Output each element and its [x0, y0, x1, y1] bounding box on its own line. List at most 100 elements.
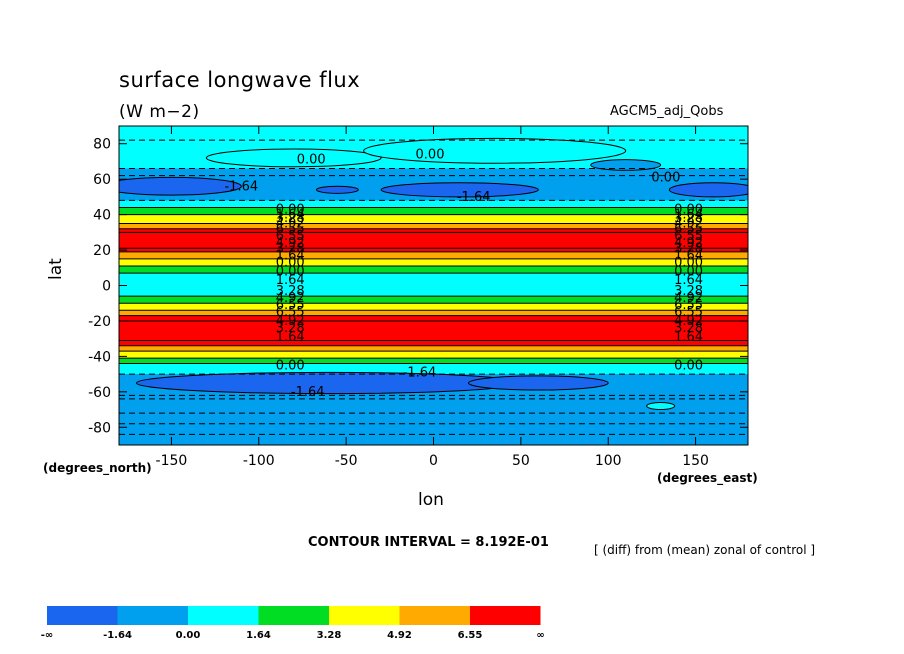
x-tick-label-1: -100: [243, 453, 275, 469]
contour-label-right-7: 3.28: [674, 241, 703, 256]
y-tick-label-8: -80: [88, 420, 111, 436]
band-3: [119, 207, 748, 216]
contour-label-right-5: 6.55: [674, 229, 703, 244]
band-15: [119, 310, 748, 317]
contour-label-left-19: 0.00: [276, 358, 305, 373]
contour-blob-3: [119, 176, 242, 196]
contour-blob-7: [135, 371, 522, 395]
contour-label-right-9: 0.00: [674, 255, 703, 270]
y-tick-label-0: 80: [93, 137, 111, 153]
legend-swatch-0: [47, 606, 118, 625]
contour-label-left-4: 6.55: [276, 222, 305, 237]
legend-label-7: ∞: [536, 630, 544, 641]
contour-label-right-11: 1.64: [674, 273, 703, 288]
contour-label-extra-3: -1.64: [224, 179, 258, 194]
band-6: [119, 228, 748, 233]
band-11: [119, 266, 748, 274]
contour-blob-9: [646, 401, 676, 411]
band-24: [119, 395, 748, 445]
contour-label-right-12: 3.28: [674, 284, 703, 299]
contour-label-right-15: 6.55: [674, 305, 703, 320]
contour-label-right-1: 1.64: [674, 208, 703, 223]
chart-title: surface longwave flux: [119, 68, 361, 92]
contour-blob-5: [380, 182, 539, 198]
contour-label-right-10: 0.00: [674, 264, 703, 279]
x-axis-units-label: (degrees_east): [657, 471, 758, 485]
legend-label-6: 6.55: [458, 630, 483, 641]
contour-label-right-18: 1.64: [674, 330, 703, 345]
band-21: [119, 358, 748, 364]
contour-label-left-3: 4.92: [276, 216, 305, 231]
x-tick-label-4: 50: [512, 453, 530, 469]
legend-swatch-5: [399, 606, 470, 625]
band-17: [119, 320, 748, 341]
legend-label-1: -1.64: [103, 630, 132, 641]
x-tick-label-0: -150: [156, 453, 188, 469]
contour-label-left-5: 6.55: [276, 229, 305, 244]
contour-label-left-8: 1.64: [276, 248, 305, 263]
contour-label-right-13: 4.92: [674, 291, 703, 306]
contour-label-left-18: 1.64: [276, 330, 305, 345]
x-tick-label-5: 100: [595, 453, 622, 469]
contour-label-left-6: 4.92: [276, 236, 305, 251]
model-label: AGCM5_adj_Qobs: [610, 104, 724, 119]
contour-label-extra-2: 0.00: [651, 170, 680, 185]
x-tick-label-2: -50: [335, 453, 358, 469]
legend-swatch-3: [258, 606, 329, 625]
color-legend: -∞ -1.64 0.00 1.64 3.28 4.92 6.55 ∞: [41, 606, 545, 641]
legend-label-3: 1.64: [246, 630, 271, 641]
legend-swatch-2: [188, 606, 259, 625]
contour-label-right-14: 6.55: [674, 298, 703, 313]
y-tick-label-5: -20: [88, 314, 111, 330]
x-axis: -150 -100 -50 0 50 100 150: [156, 126, 709, 469]
contour-label-right-8: 1.64: [674, 248, 703, 263]
contour-label-right-6: 4.92: [674, 236, 703, 251]
y-tick-label-6: -40: [88, 349, 111, 365]
legend-label-2: 0.00: [176, 630, 201, 641]
band-8: [119, 248, 748, 253]
y-tick-label-3: 20: [93, 243, 111, 259]
band-13: [119, 296, 748, 304]
contour-label-right-17: 3.28: [674, 321, 703, 336]
band-14: [119, 303, 748, 311]
band-5: [119, 223, 748, 230]
y-tick-label-2: 40: [93, 208, 111, 224]
contour-label-right-0: 0.00: [674, 202, 703, 217]
y-tick-label-1: 60: [93, 172, 111, 188]
contour-label-left-10: 0.00: [276, 264, 305, 279]
x-axis-label: lon: [418, 490, 444, 510]
contour-interval: CONTOUR INTERVAL = 8.192E-01: [308, 535, 549, 550]
chart-units: (W m−2): [119, 102, 200, 122]
contour-label-left-16: 4.92: [276, 314, 305, 329]
x-tick-label-3: 0: [429, 453, 438, 469]
y-tick-label-4: 0: [102, 279, 111, 295]
contour-label-left-7: 3.28: [276, 241, 305, 256]
legend-label-4: 3.28: [317, 630, 342, 641]
band-22: [119, 363, 748, 375]
band-4: [119, 214, 748, 224]
contour-label-left-14: 6.55: [276, 298, 305, 313]
contour-label-left-15: 6.55: [276, 305, 305, 320]
contour-blob-2: [590, 159, 662, 171]
legend-swatch-1: [117, 606, 188, 625]
band-18: [119, 340, 748, 347]
contour-label-left-11: 1.64: [276, 273, 305, 288]
contour-label-extra-1: 0.00: [416, 147, 445, 162]
contour-label-extra-4: -1.64: [457, 190, 491, 205]
contour-label-right-16: 4.92: [674, 314, 703, 329]
band-20: [119, 351, 748, 359]
band-9: [119, 251, 748, 260]
contour-blob-8: [467, 375, 609, 391]
diff-note: [ (diff) from (mean) zonal of control ]: [594, 543, 816, 557]
y-tick-label-7: -60: [88, 385, 111, 401]
contour-label-left-9: 0.00: [276, 255, 305, 270]
contour-label-right-4: 6.55: [674, 222, 703, 237]
contour-label-left-2: 3.28: [276, 211, 305, 226]
contour-label-right-3: 4.92: [674, 216, 703, 231]
legend-swatch-6: [470, 606, 541, 625]
contour-blob-4: [315, 185, 359, 194]
contour-label-extra-5: -1.64: [403, 365, 437, 380]
contour-blob-6: [668, 182, 748, 198]
legend-swatch-4: [329, 606, 400, 625]
